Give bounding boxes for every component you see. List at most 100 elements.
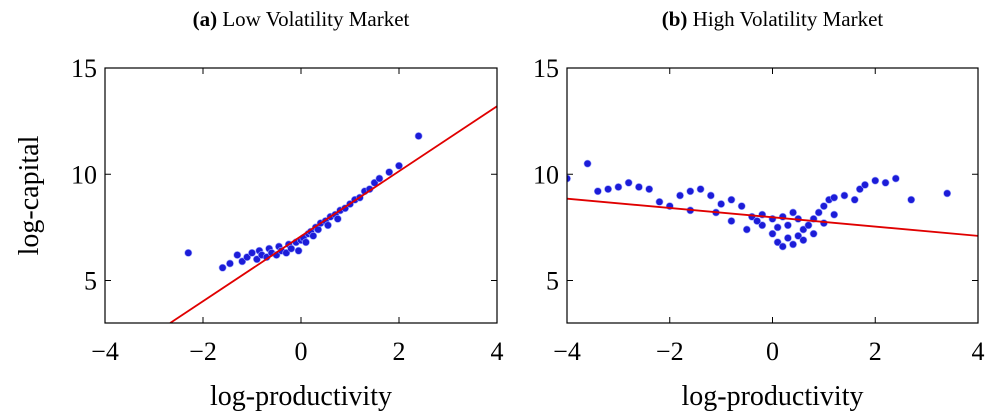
scatter-point <box>850 195 859 204</box>
scatter-point <box>184 248 193 257</box>
scatter-point <box>784 234 792 242</box>
scatter-point <box>794 231 803 240</box>
scatter-point <box>855 185 864 194</box>
panel-label: (a) <box>193 7 218 31</box>
plot-area <box>184 132 423 272</box>
fit-line <box>169 105 497 323</box>
plot-area <box>567 197 978 237</box>
scatter-point <box>696 185 705 194</box>
x-tick-label: −4 <box>91 337 119 366</box>
x-tick-label: −4 <box>553 337 581 366</box>
scatter-point <box>294 246 303 255</box>
scatter-point <box>583 159 592 168</box>
y-tick-label: 10 <box>533 160 559 189</box>
scatter-point <box>773 238 782 247</box>
scatter-point <box>778 242 787 251</box>
axes-frame <box>566 67 979 324</box>
scatter-point <box>370 178 379 187</box>
scatter-point <box>395 161 403 170</box>
scatter-point <box>871 176 880 185</box>
fit-line <box>567 197 978 237</box>
scatter-point <box>727 195 736 204</box>
scatter-point <box>737 202 746 211</box>
x-tick-label: −2 <box>189 337 217 366</box>
panel: (b) High Volatility Market log-productivi… <box>533 7 985 412</box>
scatter-point <box>226 259 234 268</box>
panel-title: (a) Low Volatility Market <box>193 7 410 31</box>
scatter-point <box>593 187 602 196</box>
scatter-point <box>309 231 318 240</box>
x-axis-label: log-productivity <box>682 381 864 412</box>
scatter-point <box>218 263 227 272</box>
x-tick-label: −2 <box>656 337 684 366</box>
scatter-point <box>655 197 664 206</box>
scatter-point <box>676 191 684 200</box>
scatter-point <box>789 240 797 249</box>
x-tick-label: 4 <box>491 337 504 366</box>
y-axis-label: log-capital <box>14 135 45 255</box>
x-axis-label: log-productivity <box>210 381 392 412</box>
scatter-point <box>333 214 342 223</box>
scatter-point <box>252 255 261 264</box>
scatter-point <box>414 132 423 140</box>
scatter-point <box>814 208 823 217</box>
scatter-point <box>907 195 916 204</box>
scatter-point <box>385 168 394 177</box>
title-text: High Volatility Market <box>693 7 884 31</box>
scatter-point <box>768 229 777 238</box>
panel-title: (b) High Volatility Market <box>662 7 884 31</box>
y-tick-label: 10 <box>71 160 97 189</box>
plot-area <box>169 105 497 323</box>
scatter-point <box>819 202 828 211</box>
scatter-point <box>624 178 633 187</box>
panel: (a) Low Volatility Market log-productivit… <box>14 7 504 412</box>
scatter-point <box>324 221 332 230</box>
scatter-point <box>753 217 761 225</box>
x-tick-label: 2 <box>393 337 406 366</box>
panel-label: (b) <box>662 7 688 31</box>
scatter-point <box>375 174 384 183</box>
scatter-point <box>773 223 782 232</box>
y-tick-label: 5 <box>84 267 97 296</box>
axes-frame <box>104 67 498 324</box>
title-text: Low Volatility Market <box>222 7 409 31</box>
y-tick-label: 15 <box>533 54 559 83</box>
scatter-point <box>784 221 792 230</box>
scatter-point <box>742 225 751 234</box>
scatter-point <box>727 217 736 225</box>
scatter-point <box>758 221 767 230</box>
scatter-point <box>717 200 726 208</box>
scatter-point <box>830 210 839 219</box>
x-tick-label: 0 <box>766 337 779 366</box>
scatter-point <box>686 187 695 196</box>
scatter-point <box>635 183 643 191</box>
x-tick-label: 2 <box>869 337 882 366</box>
scatter-point <box>840 191 849 200</box>
scatter-point <box>943 189 952 198</box>
scatter-point <box>819 219 828 228</box>
y-tick-label: 15 <box>71 54 97 83</box>
scatter-point <box>789 208 797 217</box>
scatter-point <box>243 253 251 262</box>
scatter-point <box>891 174 900 183</box>
scatter-point <box>248 248 256 257</box>
y-tick-label: 5 <box>546 267 559 296</box>
x-tick-label: 0 <box>295 337 308 366</box>
scatter-point <box>614 183 623 191</box>
scatter-point <box>645 185 654 194</box>
scatter-point <box>830 193 839 202</box>
scatter-point <box>706 191 715 200</box>
scatter-point <box>301 238 310 247</box>
scatter-point <box>238 257 247 266</box>
plot-area <box>567 159 952 251</box>
scatter-point <box>282 248 291 257</box>
x-tick-label: 4 <box>972 337 985 366</box>
scatter-point <box>233 251 242 259</box>
scatter-point <box>287 244 296 253</box>
scatter-point <box>809 229 818 238</box>
scatter-point <box>604 185 612 194</box>
scatter-point <box>861 180 869 189</box>
scatter-point <box>804 221 813 230</box>
scatter-point <box>799 236 808 245</box>
